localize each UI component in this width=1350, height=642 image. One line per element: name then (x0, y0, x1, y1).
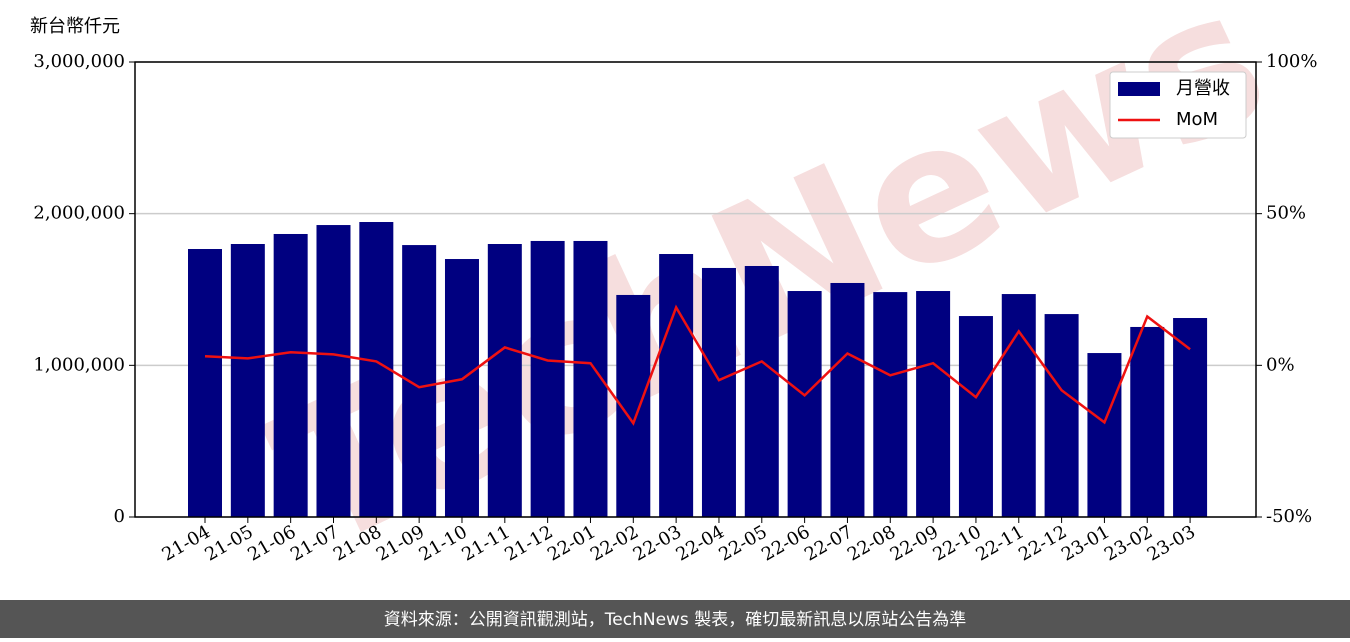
plot-frame (134, 61, 1257, 518)
bar (744, 265, 779, 517)
y-tick-label: 2,000,000 (33, 203, 125, 224)
x-tick-label: 21-12 (501, 521, 556, 565)
bar (487, 244, 522, 517)
x-tick-label: 22-07 (801, 521, 856, 565)
bar (188, 249, 222, 517)
y-tick-label: 3,000,000 (33, 51, 125, 72)
x-tick-label: 22-05 (715, 521, 770, 565)
x-tick-label: 22-12 (1015, 521, 1070, 565)
bar (701, 267, 736, 517)
x-tick-label: 23-03 (1144, 521, 1199, 565)
x-tick-label: 23-02 (1101, 521, 1156, 565)
x-tick-label: 21-06 (244, 521, 299, 565)
x-tick-label: 22-08 (844, 521, 899, 565)
bar (1001, 294, 1036, 517)
y-axis-label: 新台幣仟元 (30, 16, 120, 37)
x-tick-label: 22-10 (930, 521, 985, 565)
x-tick-label: 22-06 (758, 521, 813, 565)
footer: 資料來源：公開資訊觀測站，TechNews 製表，確切最新訊息以原站公告為準 (384, 610, 966, 630)
line (204, 304, 1191, 426)
bar (659, 254, 694, 517)
bar (958, 316, 993, 517)
bar (1173, 318, 1208, 517)
y2-tick-label: -50% (1266, 506, 1312, 527)
legend-swatch (1118, 82, 1160, 96)
x-tick-label: 22-03 (630, 521, 685, 565)
legend-label: 月營收 (1176, 78, 1230, 99)
x-tick-label: 21-05 (201, 521, 256, 565)
legend-label: MoM (1176, 109, 1218, 130)
x-tick-label: 22-01 (544, 521, 599, 565)
bar (916, 291, 951, 517)
x-tick-label: 22-02 (587, 521, 642, 565)
footer-bar (0, 600, 1350, 638)
y2-tick-label: 50% (1266, 203, 1306, 224)
bar (1130, 326, 1165, 517)
bar (873, 292, 908, 517)
y2-tick-label: 100% (1266, 51, 1317, 72)
bar (316, 225, 351, 517)
y-tick-label: 0 (114, 506, 125, 527)
y2-tick-label: 0% (1266, 354, 1295, 375)
x-tick-label: 23-01 (1058, 521, 1113, 565)
bar (530, 240, 565, 517)
x-tick-label: 22-11 (972, 521, 1027, 565)
bar (1087, 353, 1122, 517)
bar (1044, 314, 1079, 517)
bar (787, 291, 822, 517)
x-tick-label: 22-04 (673, 521, 728, 565)
x-tick-label: 22-09 (887, 521, 942, 565)
bar (273, 233, 308, 518)
x-tick-label: 21-04 (159, 521, 214, 565)
y-tick-label: 1,000,000 (33, 354, 125, 375)
bar (444, 259, 479, 517)
bar (830, 282, 865, 517)
bar (230, 244, 265, 517)
